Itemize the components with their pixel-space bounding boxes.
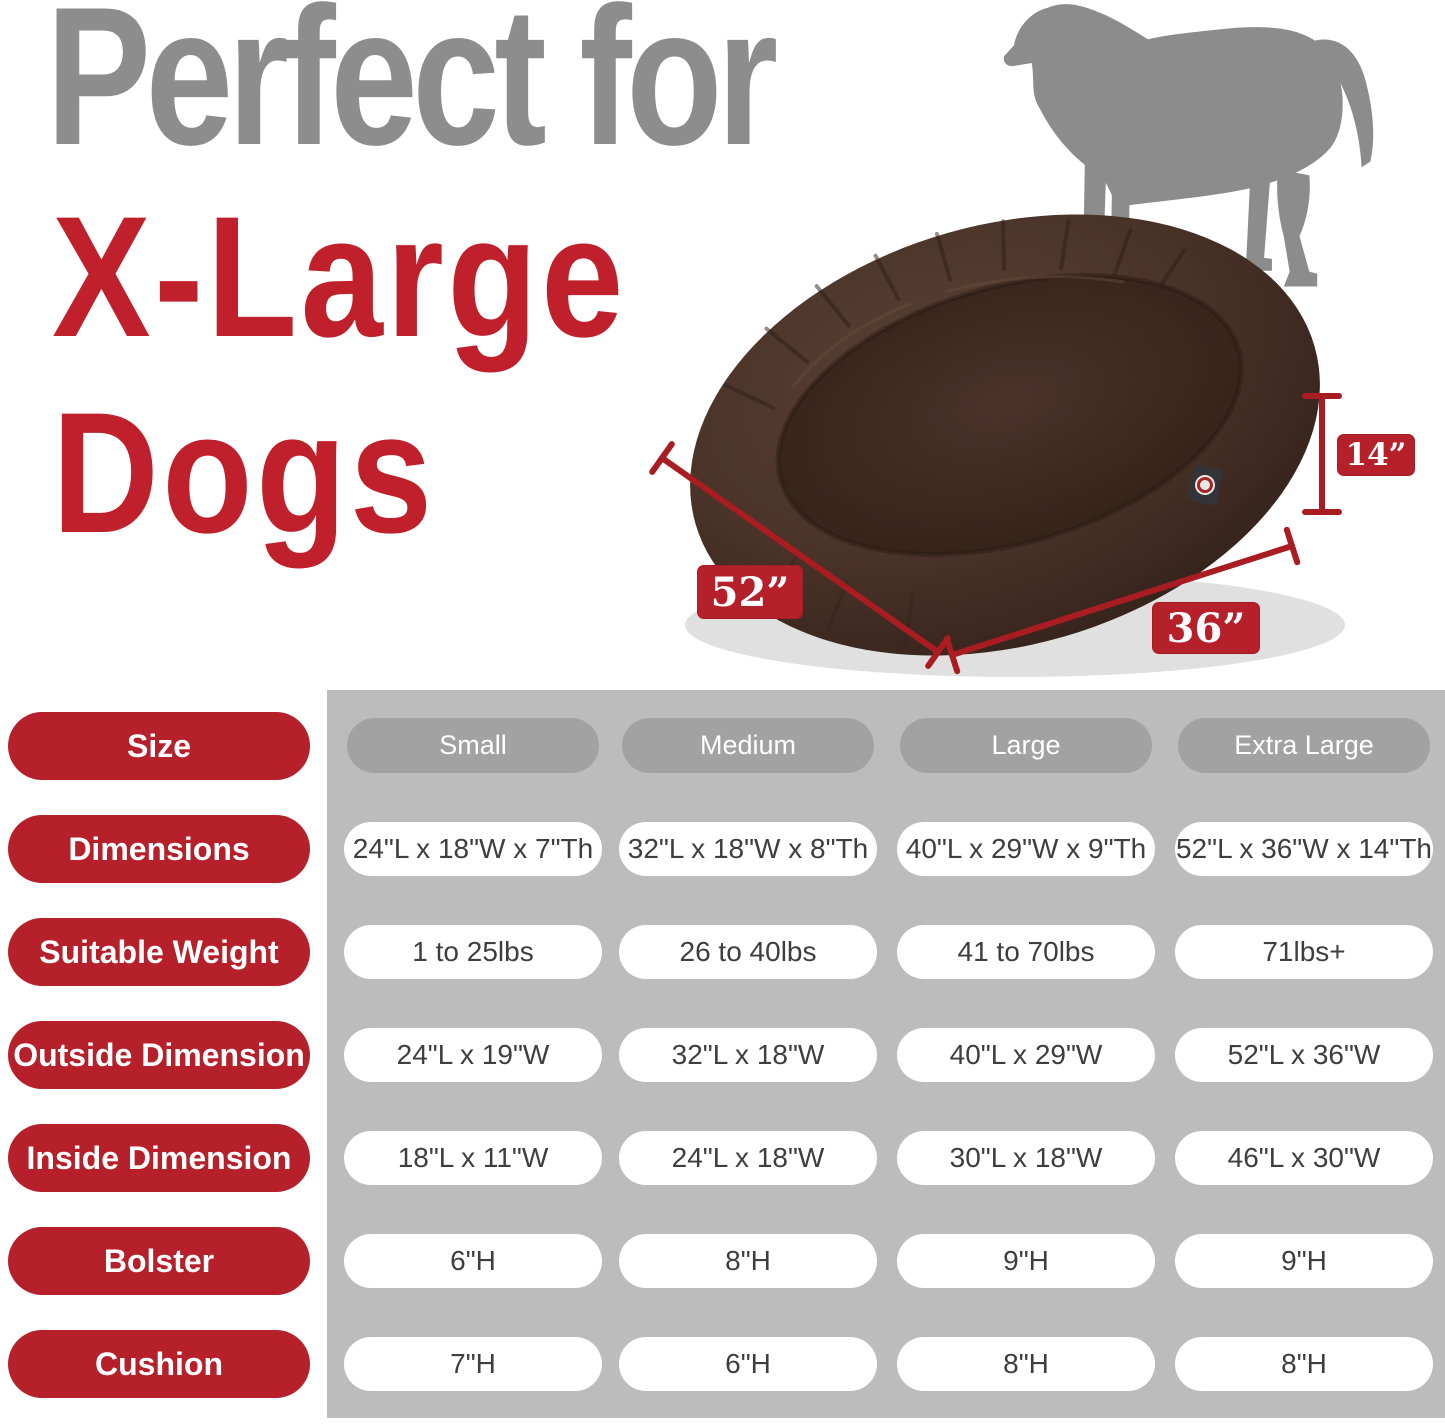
cell-outside-medium: 32"L x 18"W: [619, 1028, 877, 1082]
cell-weight-xlarge: 71lbs+: [1175, 925, 1433, 979]
cell-outside-large: 40"L x 29"W: [897, 1028, 1155, 1082]
height-callout: 14”: [1337, 434, 1415, 476]
cell-cushion-large: 8"H: [897, 1337, 1155, 1391]
cell-bolster-large: 9"H: [897, 1234, 1155, 1288]
row-label-bolster: Bolster: [8, 1227, 310, 1295]
row-label-cushion: Cushion: [8, 1330, 310, 1398]
cell-cushion-medium: 6"H: [619, 1337, 877, 1391]
cell-dimensions-medium: 32"L x 18"W x 8"Th: [619, 822, 877, 876]
width-callout: 36”: [1152, 602, 1260, 654]
cell-inside-large: 30"L x 18"W: [897, 1131, 1155, 1185]
cell-dimensions-large: 40"L x 29"W x 9"Th: [897, 822, 1155, 876]
row-label-dimensions: Dimensions: [8, 815, 310, 883]
cell-bolster-xlarge: 9"H: [1175, 1234, 1433, 1288]
hero-title-red-line1: X-Large: [52, 181, 627, 373]
cell-dimensions-small: 24"L x 18"W x 7"Th: [344, 822, 602, 876]
cell-outside-small: 24"L x 19"W: [344, 1028, 602, 1082]
brand-tag: [1187, 464, 1223, 506]
column-header-medium: Medium: [622, 718, 874, 773]
row-label-size: Size: [8, 712, 310, 780]
cell-inside-small: 18"L x 11"W: [344, 1131, 602, 1185]
hero-title-gray: Perfect for: [46, 0, 778, 186]
cell-dimensions-xlarge: 52"L x 36"W x 14"Th: [1175, 822, 1433, 876]
row-label-inside-dimension: Inside Dimension: [8, 1124, 310, 1192]
column-header-small: Small: [347, 718, 599, 773]
cell-weight-large: 41 to 70lbs: [897, 925, 1155, 979]
cell-weight-medium: 26 to 40lbs: [619, 925, 877, 979]
cell-outside-xlarge: 52"L x 36"W: [1175, 1028, 1433, 1082]
column-header-large: Large: [900, 718, 1152, 773]
cell-inside-xlarge: 46"L x 30"W: [1175, 1131, 1433, 1185]
hero-title-red: X-Large Dogs: [52, 179, 627, 571]
row-label-outside-dimension: Outside Dimension: [8, 1021, 310, 1089]
hero-title-red-line2: Dogs: [52, 377, 436, 569]
cell-cushion-small: 7"H: [344, 1337, 602, 1391]
column-header-extra-large: Extra Large: [1178, 718, 1430, 773]
cell-bolster-small: 6"H: [344, 1234, 602, 1288]
length-callout: 52”: [697, 565, 803, 619]
cell-bolster-medium: 8"H: [619, 1234, 877, 1288]
cell-weight-small: 1 to 25lbs: [344, 925, 602, 979]
row-label-suitable-weight: Suitable Weight: [8, 918, 310, 986]
cell-inside-medium: 24"L x 18"W: [619, 1131, 877, 1185]
cell-cushion-xlarge: 8"H: [1175, 1337, 1433, 1391]
